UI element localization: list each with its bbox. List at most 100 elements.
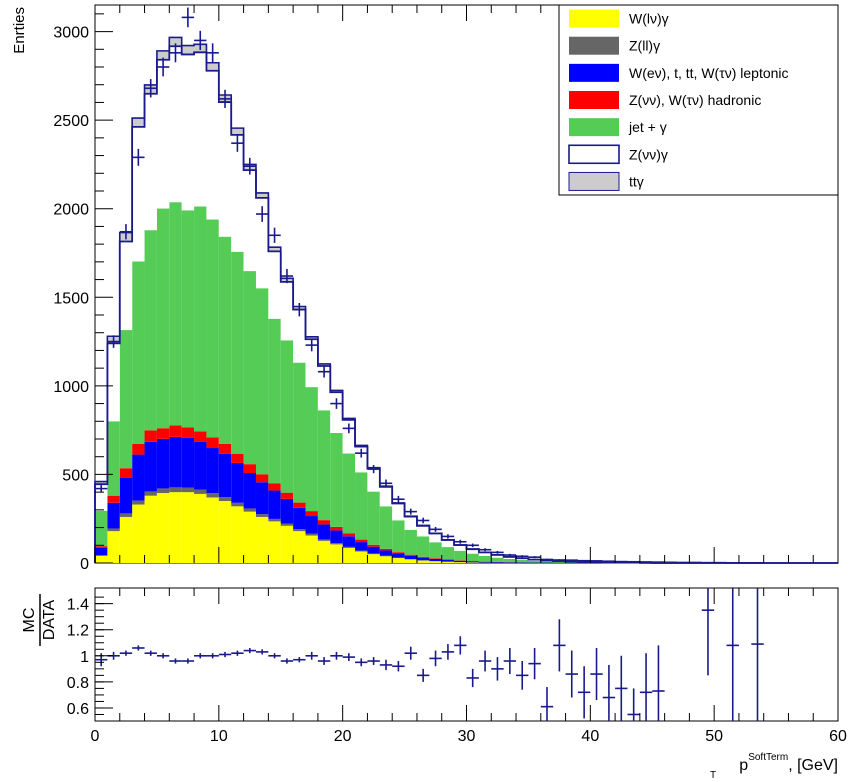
series-4-bar: [429, 542, 442, 559]
series-1-bar: [280, 523, 294, 526]
series-3-bar: [119, 468, 133, 478]
data-point: [305, 338, 318, 352]
legend-label: W(lν)γ: [629, 11, 669, 27]
data-point: [577, 559, 591, 562]
data-point: [466, 543, 479, 548]
series-3-bar: [95, 546, 108, 548]
ratio-x-tick-label: 20: [334, 728, 352, 745]
series-0-bar: [379, 556, 393, 563]
ratio-x-tick-label: 50: [705, 728, 723, 745]
series-2-bar: [317, 524, 331, 540]
legend-entry: W(eν), t, tt, W(τν) leptonic: [569, 63, 789, 82]
ratio-x-tick-label: 0: [91, 728, 100, 745]
series-5-bar: [392, 503, 405, 521]
series-0-bar: [255, 516, 269, 563]
series-3-bar: [441, 559, 455, 560]
data-point: [404, 508, 417, 515]
series-3-bar: [218, 443, 232, 454]
data-point: [355, 448, 368, 458]
series-0-bar: [416, 560, 430, 563]
ratio-point: [627, 688, 640, 721]
series-3-bar: [330, 526, 343, 531]
legend-entry: Z(ll)γ: [569, 36, 660, 55]
series-0-bar: [231, 506, 244, 563]
ratio-point: [268, 653, 281, 659]
series-6-bar: [305, 336, 318, 340]
data-point: [255, 206, 269, 222]
series-1-bar: [206, 493, 219, 498]
series-6-bar: [231, 128, 244, 135]
series-5-bar: [466, 549, 479, 554]
series-3-bar: [243, 464, 256, 474]
ratio-point: [454, 636, 467, 655]
ratio-point: [751, 588, 764, 721]
data-point: [194, 30, 207, 51]
data-point: [565, 559, 578, 561]
series-4-bar: [255, 288, 269, 475]
series-1-bar: [156, 488, 170, 494]
ratio-point: [280, 658, 294, 664]
data-point: [330, 398, 343, 409]
series-3-bar: [429, 558, 442, 559]
series-0-bar: [218, 501, 232, 563]
data-point: [627, 560, 640, 563]
ratio-y-tick-label: 0.8: [67, 675, 89, 692]
series-2-bar: [342, 536, 356, 547]
series-4-bar: [367, 491, 380, 545]
legend-label: jet + γ: [628, 119, 667, 135]
ratio-y-axis-label: MC DATA: [21, 594, 58, 646]
ratio-point: [231, 650, 244, 656]
data-point: [293, 302, 306, 317]
legend-swatch: [569, 9, 619, 28]
series-2-bar: [243, 473, 256, 509]
data-point: [342, 423, 356, 434]
series-2-bar: [367, 546, 380, 554]
ratio-points: [95, 588, 764, 721]
series-4-bar: [466, 553, 479, 562]
series-3-bar: [317, 520, 331, 525]
series-5-bar: [404, 516, 417, 530]
ratio-x-tick-label: 60: [829, 728, 847, 745]
series-3-bar: [342, 533, 356, 537]
series-0-bar: [355, 551, 368, 563]
series-4-bar: [206, 219, 219, 438]
ratio-x-tick-label: 40: [581, 728, 599, 745]
ratio-point: [144, 650, 157, 656]
legend-swatch: [569, 63, 619, 82]
ratio-point: [119, 650, 133, 656]
ratio-point: [441, 644, 455, 660]
series-3-bar: [206, 437, 219, 449]
data-point: [268, 227, 281, 243]
series-5-bar: [293, 309, 306, 363]
series-3-bar: [268, 483, 281, 491]
series-4-bar: [144, 230, 157, 431]
series-5-bar: [330, 392, 343, 433]
series-4-bar: [119, 330, 133, 469]
series-0-bar: [194, 493, 207, 563]
y-tick-label: 2500: [53, 113, 89, 130]
data-point: [317, 365, 331, 378]
series-4-bar: [293, 362, 306, 503]
x-label-sup: SoftTerm: [748, 752, 788, 763]
series-0-bar: [454, 562, 467, 563]
series-5-bar: [379, 486, 393, 507]
series-0-bar: [243, 511, 256, 563]
series-0-bar: [268, 521, 281, 563]
series-1-bar: [107, 528, 120, 532]
series-6-bar: [317, 363, 331, 367]
series-2-bar: [503, 562, 517, 563]
series-2-bar: [466, 561, 479, 563]
series-6-bar: [132, 118, 145, 127]
ratio-point: [503, 647, 517, 675]
series-4-bar: [243, 271, 256, 465]
series-5-bar: [206, 70, 219, 220]
series-3-bar: [416, 556, 430, 558]
x-label-sub: T: [710, 770, 716, 781]
series-2-bar: [255, 482, 269, 515]
data-point: [132, 148, 145, 166]
series-4: [95, 202, 653, 563]
series-2-bar: [268, 490, 281, 519]
data-point: [701, 561, 715, 564]
series-4-bar: [516, 559, 529, 563]
ratio-point: [639, 653, 653, 721]
